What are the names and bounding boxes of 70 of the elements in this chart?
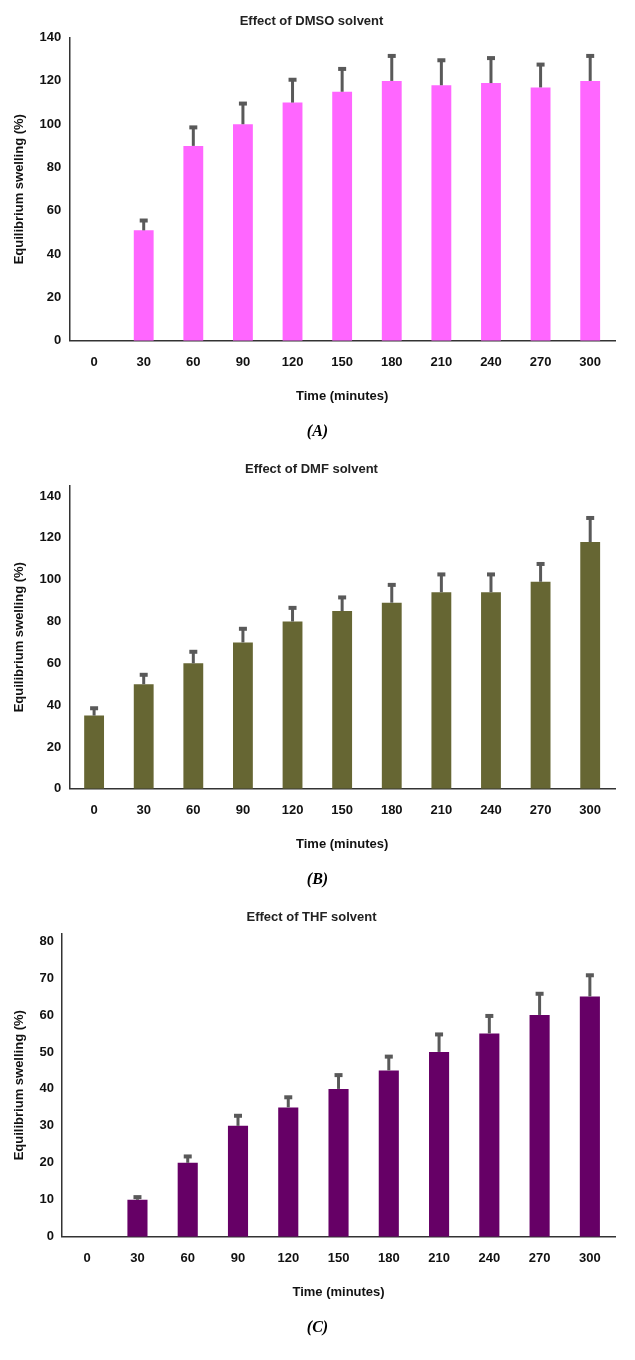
x-tick-label: 300 [579,1250,601,1266]
text: (B) [305,870,330,888]
chart-title: Effect of DMSO solvent [239,13,385,29]
x-tick-label: 120 [281,354,304,370]
y-tick-label: 0 [54,780,62,796]
x-tick-label: 30 [136,354,151,370]
y-tick-label: 80 [46,613,62,629]
x-tick-label: 240 [478,1250,501,1266]
y-axis-title: Equilibrium swelling (%) [11,562,27,713]
x-axis-title: Time (minutes) [296,387,389,403]
x-tick-label: 120 [281,802,304,818]
y-tick-label: 100 [39,571,62,587]
y-tick-label: 100 [39,115,62,131]
y-tick-label: 30 [39,1117,55,1133]
x-tick-label: 0 [90,354,98,370]
x-tick-label: 90 [230,1250,246,1266]
y-tick-label: 40 [39,1080,55,1096]
chart-title: Effect of THF solvent [246,909,378,925]
x-tick-label: 210 [428,1250,450,1266]
y-axis-title: Equilibrium swelling (%) [11,114,27,265]
y-tick-label: 120 [39,72,62,88]
y-tick-label: 40 [46,696,62,712]
y-tick-label: 60 [46,654,62,670]
y-tick-label: 80 [46,159,62,175]
x-tick-label: 30 [136,802,151,818]
x-tick-label: 180 [380,802,403,818]
x-tick-label: 150 [331,354,353,370]
x-tick-label: 270 [529,354,552,370]
x-axis-title: Time (minutes) [292,1283,385,1299]
x-tick-label: 270 [529,802,552,818]
x-tick-label: 240 [480,354,502,370]
x-tick-label: 0 [83,1250,91,1266]
y-tick-label: 0 [46,1228,55,1244]
y-tick-label: 20 [39,1154,55,1170]
x-tick-label: 210 [430,354,453,370]
y-tick-label: 50 [39,1043,55,1059]
x-tick-label: 30 [130,1250,145,1266]
chart-title: Effect of DMF solvent [245,461,379,477]
y-tick-label: 70 [39,969,55,985]
x-tick-label: 240 [480,802,502,818]
x-tick-label: 60 [186,802,201,818]
x-tick-label: 300 [579,354,602,370]
text: (C) [305,1318,330,1336]
y-tick-label: 10 [39,1191,55,1207]
x-tick-label: 90 [235,802,251,818]
x-axis-title: Time (minutes) [296,835,389,851]
y-tick-label: 0 [54,332,62,348]
x-tick-label: 180 [377,1250,400,1266]
y-axis-title: Equilibrium swelling (%) [11,1010,27,1161]
text: (A) [305,422,330,440]
x-tick-label: 60 [180,1250,195,1266]
x-tick-label: 0 [90,802,98,818]
y-tick-label: 20 [46,738,62,754]
y-tick-label: 120 [39,529,62,545]
x-tick-label: 60 [186,354,201,370]
x-tick-label: 90 [235,354,251,370]
x-tick-label: 180 [380,354,403,370]
x-tick-label: 210 [430,802,453,818]
y-tick-label: 40 [46,245,62,261]
x-tick-label: 150 [331,802,353,818]
y-tick-label: 140 [39,29,62,45]
y-tick-label: 60 [46,202,62,218]
x-tick-label: 120 [277,1250,300,1266]
y-tick-label: 80 [39,932,55,948]
x-tick-label: 270 [528,1250,551,1266]
x-tick-label: 150 [327,1250,350,1266]
x-tick-label: 300 [579,802,602,818]
y-tick-label: 140 [39,487,62,503]
y-tick-label: 60 [39,1006,55,1022]
y-tick-label: 20 [46,289,62,305]
